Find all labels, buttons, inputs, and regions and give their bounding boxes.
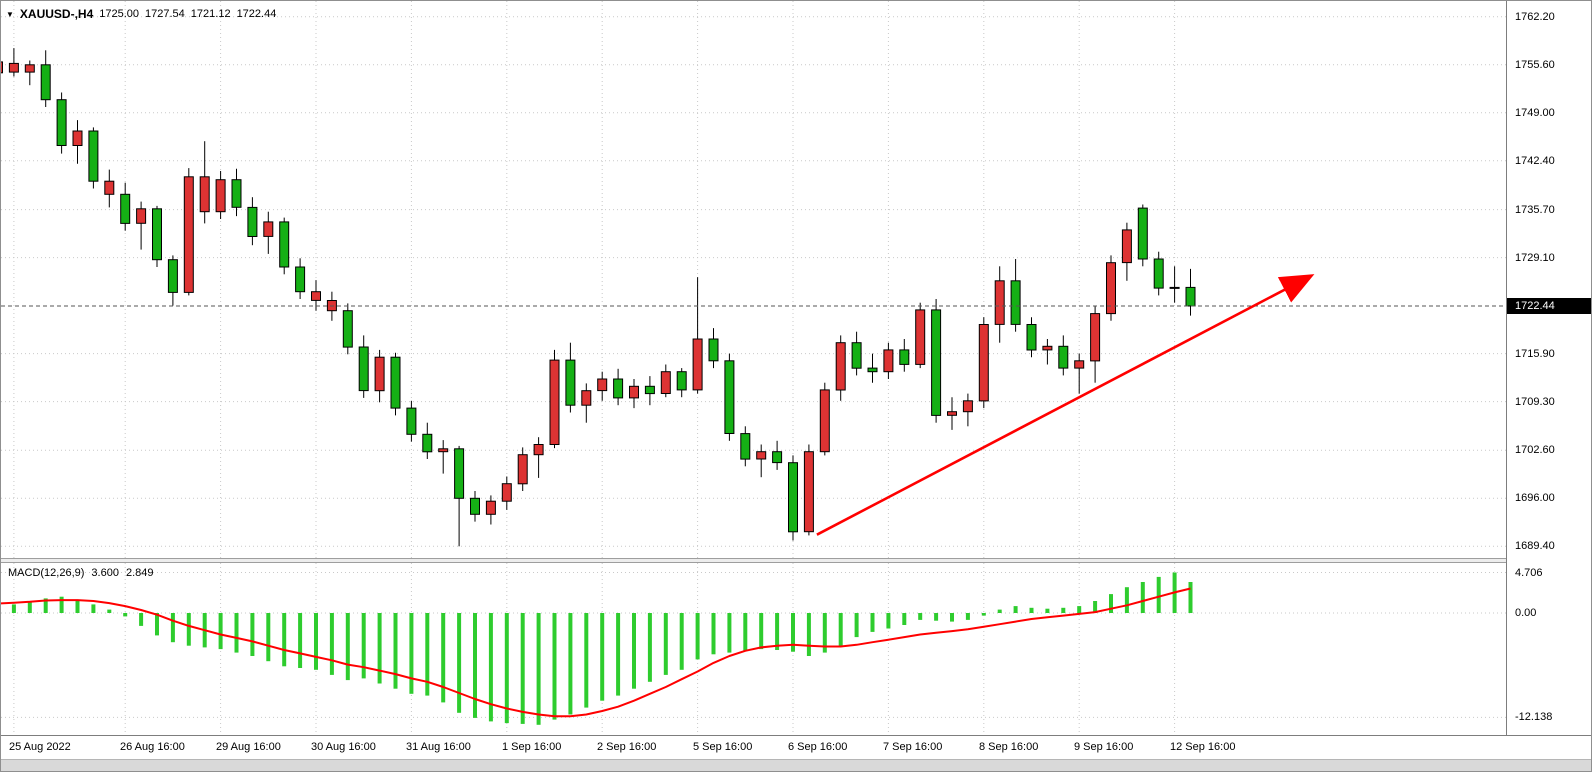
panel-separator[interactable]	[1, 558, 1591, 563]
macd-axis-label: -12.138	[1515, 711, 1553, 723]
time-axis-label: 30 Aug 16:00	[311, 741, 376, 753]
open-value: 1725.00	[99, 8, 140, 20]
candles-layer	[1, 48, 1196, 547]
window-bottom-strip	[1, 759, 1591, 771]
time-axis-label: 9 Sep 16:00	[1074, 741, 1134, 753]
macd-name: MACD(12,26,9)	[8, 567, 85, 579]
time-axis[interactable]: 25 Aug 2022 26 Aug 16:00 29 Aug 16:00 30 Au…	[1, 735, 1591, 759]
price-axis-label: 1689.40	[1515, 540, 1555, 552]
time-axis-label: 26 Aug 16:00	[120, 741, 185, 753]
macd-panel[interactable]	[1, 563, 1506, 735]
price-axis-label: 1762.20	[1515, 11, 1555, 23]
price-axis[interactable]: 1762.20 1755.60 1749.00 1742.40 1735.70 1729.…	[1506, 1, 1591, 735]
price-axis-label: 1742.40	[1515, 155, 1555, 167]
macd-histogram	[11, 572, 1193, 725]
price-axis-label: 1702.60	[1515, 444, 1555, 456]
time-axis-label: 25 Aug 2022	[9, 741, 71, 753]
macd-signal-value: 2.849	[125, 567, 154, 579]
time-axis-label: 1 Sep 16:00	[502, 741, 562, 753]
price-axis-label: 1709.30	[1515, 396, 1555, 408]
collapse-arrow-icon[interactable]: ▼	[6, 9, 14, 19]
close-value: 1722.44	[236, 8, 277, 20]
time-axis-label: 5 Sep 16:00	[693, 741, 753, 753]
time-axis-label: 31 Aug 16:00	[406, 741, 471, 753]
symbol-timeframe-label: XAUUSD-,H4	[19, 7, 94, 21]
price-axis-label: 1729.10	[1515, 252, 1555, 264]
time-axis-label: 2 Sep 16:00	[597, 741, 657, 753]
chart-header: ▼ XAUUSD-,H4 1725.00 1727.54 1721.12 172…	[6, 7, 276, 21]
price-axis-label: 1696.00	[1515, 492, 1555, 504]
time-axis-label: 7 Sep 16:00	[883, 741, 943, 753]
macd-indicator-label: MACD(12,26,9) 3.600 2.849	[8, 567, 153, 579]
current-price-tag: 1722.44	[1507, 298, 1591, 314]
low-value: 1721.12	[190, 8, 231, 20]
price-axis-label: 1749.00	[1515, 107, 1555, 119]
main-chart[interactable]	[1, 1, 1506, 558]
price-axis-label: 1755.60	[1515, 59, 1555, 71]
time-axis-label: 29 Aug 16:00	[216, 741, 281, 753]
macd-signal-line	[1, 587, 1191, 718]
price-axis-label: 1715.90	[1515, 348, 1555, 360]
time-axis-label: 8 Sep 16:00	[979, 741, 1039, 753]
high-value: 1727.54	[145, 8, 185, 20]
time-axis-label: 12 Sep 16:00	[1170, 741, 1236, 753]
macd-axis-label: 4.706	[1515, 567, 1543, 579]
macd-main-value: 3.600	[91, 567, 119, 579]
price-axis-label: 1735.70	[1515, 204, 1555, 216]
macd-axis-label: 0.00	[1515, 607, 1537, 619]
time-axis-label: 6 Sep 16:00	[788, 741, 848, 753]
grid-layer	[1, 1, 1506, 558]
trend-arrow[interactable]	[816, 274, 1315, 536]
